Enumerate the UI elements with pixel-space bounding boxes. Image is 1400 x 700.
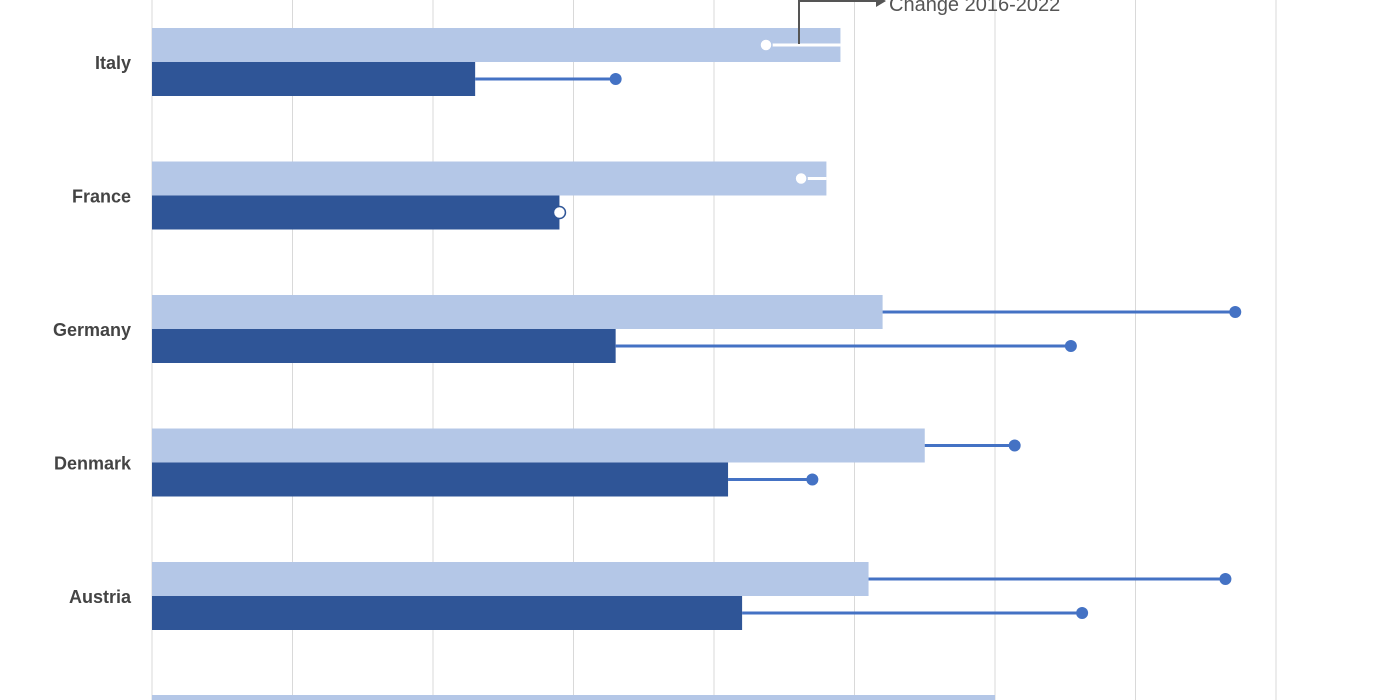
annotation: Change 2016-2022	[798, 0, 1060, 44]
bar	[152, 695, 995, 700]
category-label: France	[72, 187, 131, 207]
change-dot	[1008, 439, 1021, 452]
bar	[152, 161, 827, 196]
change-dot	[1064, 340, 1077, 352]
bar	[152, 62, 476, 96]
bar	[152, 462, 729, 497]
bar	[152, 195, 560, 230]
annotation-arrow	[798, 0, 878, 44]
change-dot	[609, 73, 622, 85]
bar	[152, 329, 616, 363]
bar	[152, 428, 925, 463]
annotation-arrowhead	[876, 0, 886, 7]
bar	[152, 295, 883, 329]
category-label: Italy	[95, 53, 131, 73]
change-dot	[552, 205, 567, 220]
category-label: Denmark	[54, 454, 132, 474]
change-dot	[806, 473, 819, 486]
change-dot	[1229, 306, 1242, 318]
category-label: Germany	[53, 320, 131, 340]
category-label: Austria	[69, 587, 132, 607]
grid-layer	[151, 0, 1277, 700]
annotation-label: Change 2016-2022	[889, 0, 1060, 16]
change-dot	[794, 171, 808, 186]
change-dot	[1219, 573, 1232, 585]
change-dot	[1076, 607, 1089, 619]
change-dot	[759, 38, 773, 52]
bar	[152, 28, 841, 62]
bar	[152, 596, 743, 630]
labels-layer: Italy France Germany Denmark Austria	[53, 53, 132, 607]
bar	[152, 562, 869, 596]
bars-layer	[152, 28, 995, 700]
change-layer	[475, 38, 1242, 619]
